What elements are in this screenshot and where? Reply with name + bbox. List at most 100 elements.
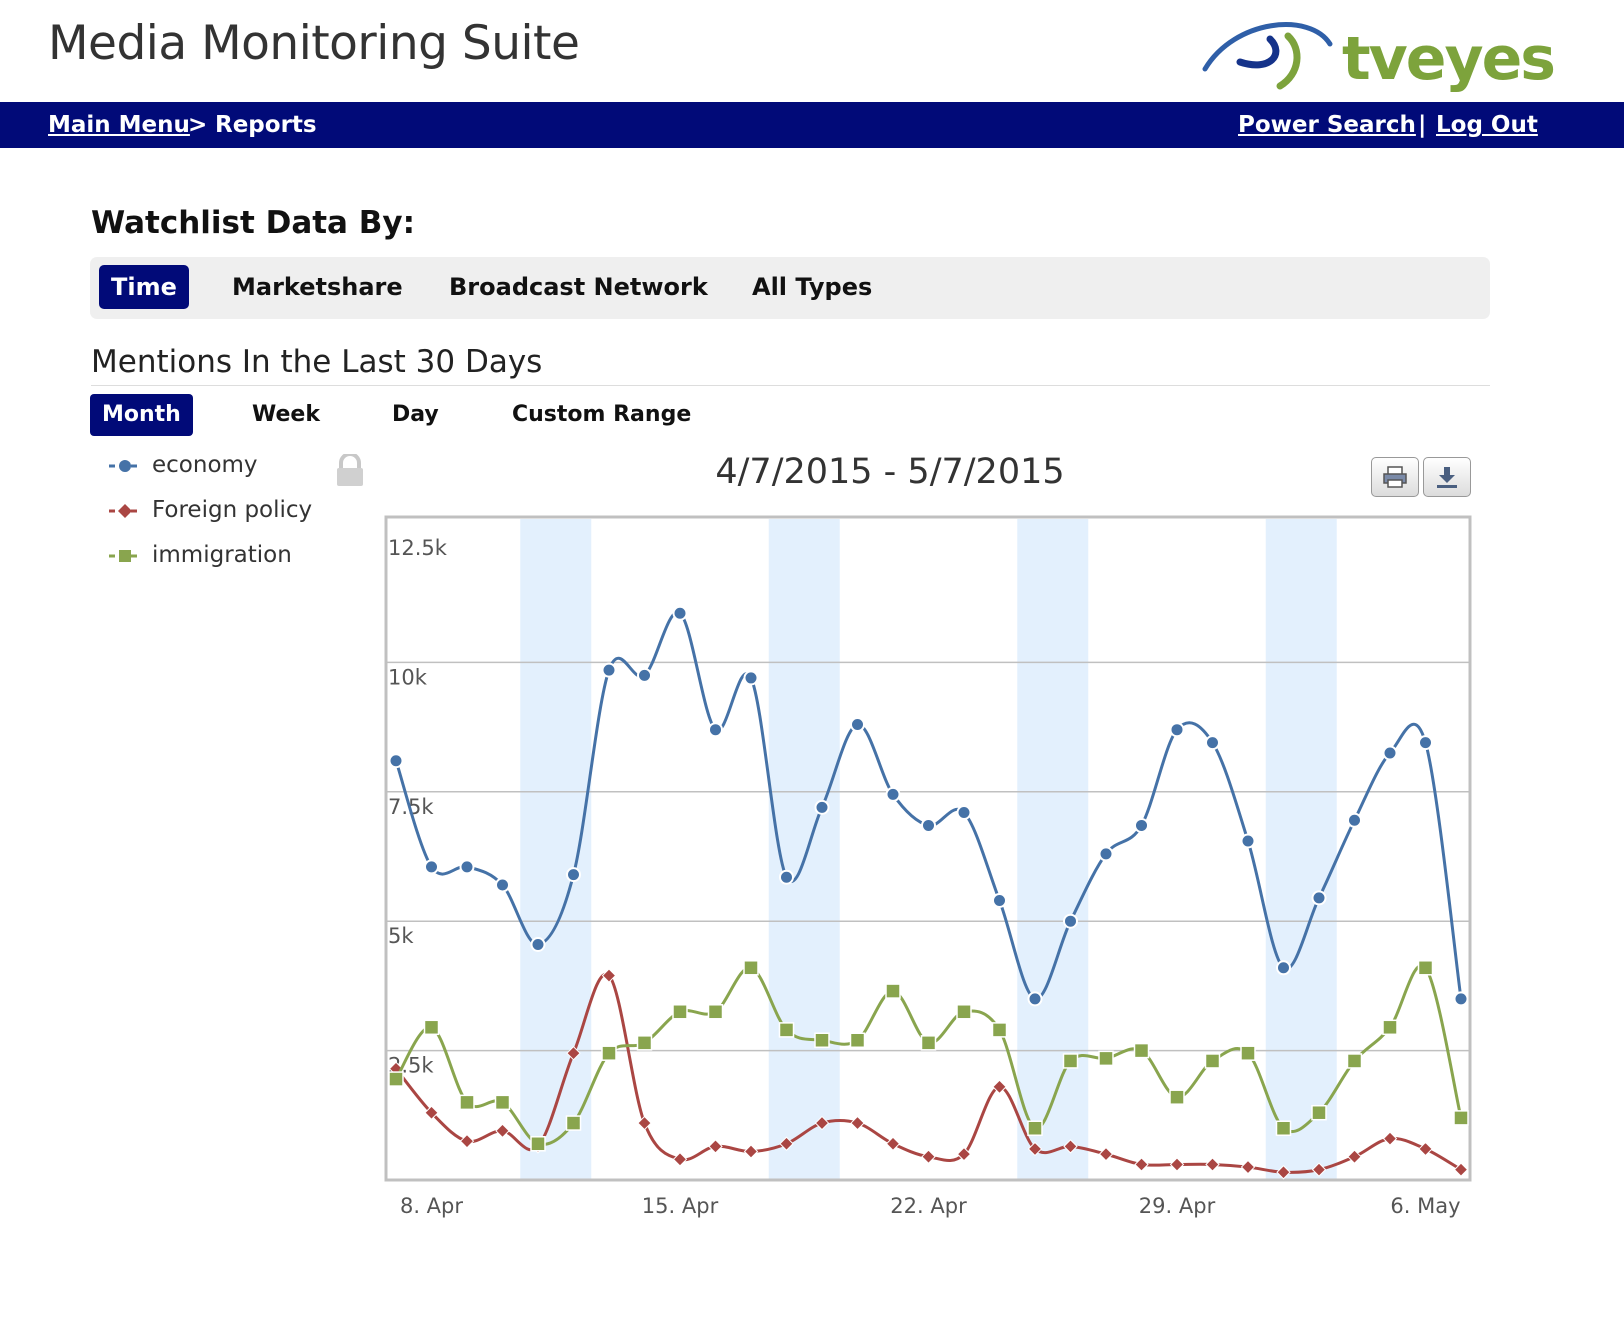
x-tick-label: 29. Apr	[1139, 1194, 1216, 1218]
range-tab-month[interactable]: Month	[90, 394, 193, 436]
series-line-economy	[394, 611, 1463, 1001]
data-point-foreign-policy	[1205, 1157, 1220, 1172]
data-point-economy	[779, 869, 794, 885]
breadcrumb-reports: Reports	[215, 112, 317, 138]
data-point-foreign-policy	[1347, 1149, 1362, 1164]
data-point-immigration	[1417, 960, 1434, 976]
section-divider	[91, 385, 1490, 386]
data-point-immigration	[1346, 1053, 1363, 1069]
data-point-foreign-policy	[956, 1146, 972, 1162]
x-tick-label: 6. May	[1390, 1194, 1460, 1218]
data-point-economy	[601, 662, 617, 678]
range-tab-custom-range[interactable]: Custom Range	[512, 402, 692, 427]
tveyes-logo: tveyes	[1200, 14, 1556, 100]
legend-marker-diamond-icon	[109, 504, 141, 518]
legend-label: economy	[152, 452, 258, 478]
data-point-foreign-policy	[992, 1079, 1007, 1095]
data-point-foreign-policy	[459, 1133, 475, 1149]
power-search-link[interactable]: Power Search	[1238, 112, 1416, 138]
lock-icon[interactable]	[334, 454, 366, 488]
data-point-economy	[921, 817, 936, 833]
data-point-economy	[1453, 991, 1469, 1007]
y-tick-label: 5k	[388, 924, 414, 948]
tab-all-types[interactable]: All Types	[752, 273, 873, 301]
data-point-immigration	[530, 1136, 546, 1152]
data-point-immigration	[1240, 1045, 1256, 1061]
weekend-band	[768, 519, 840, 1180]
data-point-immigration	[849, 1032, 866, 1048]
data-point-economy	[956, 805, 972, 821]
breadcrumb-separator: >	[188, 112, 208, 138]
data-point-economy	[850, 717, 865, 733]
data-point-economy	[495, 877, 510, 893]
x-tick-label: 15. Apr	[642, 1194, 719, 1218]
chart-title: 4/7/2015 - 5/7/2015	[715, 452, 1065, 492]
y-tick-label: 10k	[388, 665, 428, 689]
data-point-economy	[637, 667, 652, 683]
tab-marketshare[interactable]: Marketshare	[232, 273, 403, 301]
plot-area	[386, 517, 1470, 1180]
data-point-immigration	[885, 983, 901, 999]
data-point-foreign-policy	[530, 1139, 546, 1154]
data-point-economy	[1240, 833, 1256, 849]
data-point-foreign-policy	[672, 1152, 688, 1167]
data-point-immigration	[991, 1022, 1008, 1038]
data-point-foreign-policy	[1134, 1157, 1149, 1172]
data-point-economy	[1169, 722, 1185, 738]
log-out-link[interactable]: Log Out	[1436, 112, 1538, 138]
watchlist-tabbar: Time Marketshare Broadcast Network All T…	[90, 257, 1490, 319]
data-point-foreign-policy	[885, 1136, 901, 1151]
data-point-economy	[1027, 991, 1043, 1007]
y-tick-label: 2.5k	[388, 1054, 434, 1078]
data-point-economy	[1134, 817, 1149, 833]
data-point-immigration	[601, 1045, 617, 1061]
data-point-foreign-policy	[1098, 1146, 1114, 1162]
range-tab-day[interactable]: Day	[392, 402, 439, 427]
data-point-foreign-policy	[424, 1105, 439, 1120]
data-point-foreign-policy	[814, 1115, 830, 1131]
data-point-foreign-policy	[921, 1149, 936, 1164]
data-point-immigration	[565, 1115, 582, 1131]
data-point-economy	[459, 859, 475, 875]
range-tab-week[interactable]: Week	[252, 402, 320, 427]
print-button[interactable]	[1371, 457, 1419, 497]
data-point-economy	[885, 786, 901, 802]
data-point-economy	[1347, 812, 1362, 828]
data-point-economy	[1276, 960, 1291, 976]
data-point-foreign-policy	[850, 1115, 865, 1131]
plot-border	[384, 515, 1472, 1182]
main-menu-link[interactable]: Main Menu	[48, 112, 190, 138]
data-point-economy	[566, 867, 581, 883]
data-point-foreign-policy	[495, 1123, 510, 1139]
data-point-foreign-policy	[1276, 1165, 1291, 1180]
data-point-economy	[672, 605, 688, 621]
data-point-immigration	[1062, 1053, 1079, 1069]
mentions-title: Mentions In the Last 30 Days	[91, 344, 543, 380]
data-point-foreign-policy	[1240, 1159, 1256, 1175]
y-tick-label: 12.5k	[388, 536, 448, 560]
series-line-immigration	[394, 963, 1463, 1146]
data-point-immigration	[743, 960, 759, 976]
tab-time[interactable]: Time	[99, 265, 189, 309]
data-point-economy	[743, 670, 759, 686]
tab-broadcast-network[interactable]: Broadcast Network	[449, 273, 708, 301]
data-point-immigration	[636, 1035, 653, 1051]
data-point-foreign-policy	[1027, 1141, 1043, 1157]
download-button[interactable]	[1423, 457, 1471, 497]
data-point-immigration	[778, 1022, 795, 1038]
data-point-economy	[814, 799, 830, 815]
data-point-foreign-policy	[779, 1136, 794, 1151]
data-point-economy	[1382, 745, 1398, 761]
print-icon	[1383, 466, 1407, 488]
watchlist-title: Watchlist Data By:	[91, 205, 416, 241]
data-point-immigration	[1453, 1110, 1469, 1126]
navigation-bar: Main Menu > Reports Power Search | Log O…	[0, 102, 1624, 148]
logo-text: tveyes	[1342, 24, 1556, 94]
series-line-foreign-policy	[394, 972, 1462, 1174]
data-point-immigration	[1133, 1042, 1150, 1059]
data-point-immigration	[459, 1094, 475, 1111]
data-point-foreign-policy	[637, 1115, 652, 1131]
data-point-immigration	[1382, 1019, 1398, 1036]
data-point-immigration	[1311, 1104, 1327, 1121]
